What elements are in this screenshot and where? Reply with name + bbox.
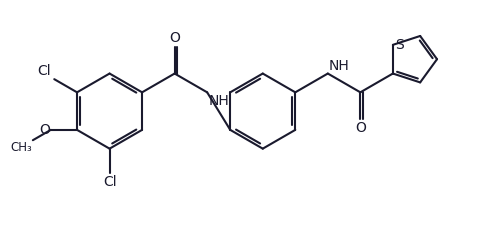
Text: O: O bbox=[354, 121, 365, 135]
Text: Cl: Cl bbox=[38, 64, 51, 78]
Text: NH: NH bbox=[208, 94, 228, 108]
Text: Cl: Cl bbox=[104, 175, 117, 189]
Text: S: S bbox=[394, 38, 403, 52]
Text: O: O bbox=[39, 123, 50, 137]
Text: O: O bbox=[169, 31, 180, 45]
Text: NH: NH bbox=[328, 59, 349, 73]
Text: CH₃: CH₃ bbox=[10, 141, 32, 154]
